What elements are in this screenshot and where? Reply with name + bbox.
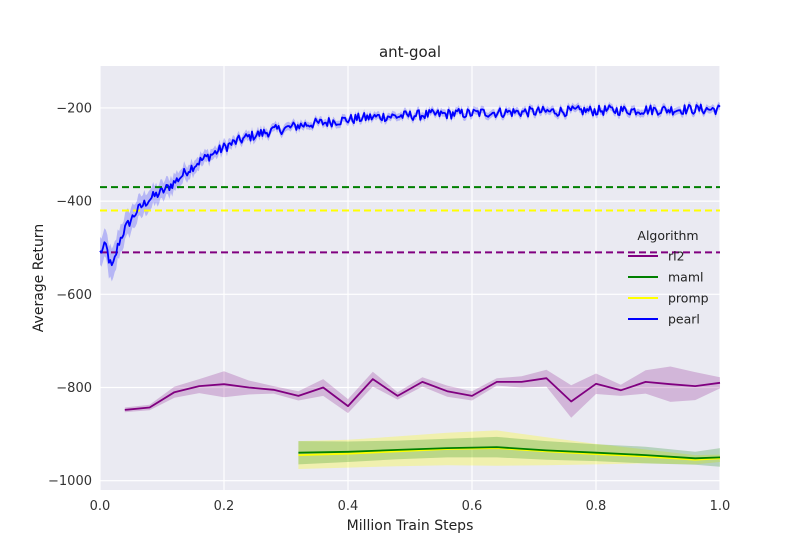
y-tick-label: −1000 <box>48 474 92 489</box>
legend: Algorithm rl2 maml promp pearl <box>628 228 709 327</box>
maml-line <box>298 446 721 460</box>
x-tick-label: 0.0 <box>90 499 111 514</box>
x-tick-label: 0.4 <box>338 499 359 514</box>
maml-band <box>298 436 720 467</box>
legend-label-pearl: pearl <box>668 312 700 327</box>
rl2-line <box>124 377 721 411</box>
grid-lines <box>99 66 721 490</box>
x-axis-label: Million Train Steps <box>347 518 474 534</box>
legend-label-promp: promp <box>668 291 709 306</box>
baseline-lines <box>100 186 720 254</box>
pearl-line <box>99 103 721 267</box>
y-tick-label: −600 <box>56 288 92 303</box>
plot-background <box>100 66 720 490</box>
x-tick-label: 1.0 <box>710 499 731 514</box>
series-lines <box>99 103 721 461</box>
legend-title: Algorithm <box>637 228 698 243</box>
y-axis-label: Average Return <box>31 224 47 332</box>
y-tick-label: −800 <box>56 381 92 396</box>
legend-label-rl2: rl2 <box>668 249 685 264</box>
x-tick-label: 0.2 <box>214 499 235 514</box>
promp-line <box>298 447 721 461</box>
legend-label-maml: maml <box>668 270 704 285</box>
rl2-band <box>124 366 721 418</box>
x-tick-label: 0.6 <box>462 499 483 514</box>
x-tick-labels: 0.0 0.2 0.4 0.6 0.8 1.0 <box>90 499 731 514</box>
y-tick-label: −200 <box>56 101 92 116</box>
y-tick-label: −400 <box>56 195 92 210</box>
chart-title: ant-goal <box>379 43 441 61</box>
x-tick-label: 0.8 <box>586 499 607 514</box>
y-tick-labels: −1000 −800 −600 −400 −200 <box>48 101 92 489</box>
